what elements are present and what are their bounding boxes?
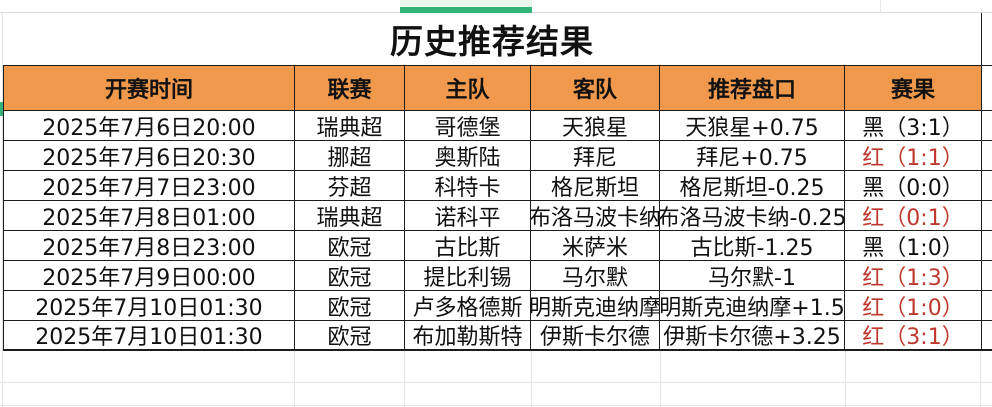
header-cell-result[interactable]: 赛果	[845, 66, 982, 111]
gridline-vertical	[845, 351, 846, 407]
cell-handicap[interactable]: 明斯克迪纳摩+1.5	[660, 291, 845, 321]
header-cell-empty	[982, 66, 992, 111]
empty-sheet-area	[0, 351, 992, 407]
header-cell-home[interactable]: 主队	[405, 66, 531, 111]
table-row: 2025年7月6日20:30 挪超 奥斯陆 拜尼 拜尼+0.75 红（1:1）	[3, 141, 992, 171]
cell-result[interactable]: 红（1:1）	[845, 141, 982, 171]
cell-league[interactable]: 挪超	[295, 141, 405, 171]
selected-cell-highlight	[400, 0, 532, 13]
header-cell-handicap[interactable]: 推荐盘口	[660, 66, 845, 111]
cell-handicap[interactable]: 伊斯卡尔德+3.25	[660, 321, 845, 351]
cell-result[interactable]: 黑（3:1）	[845, 111, 982, 141]
gridline-vertical	[660, 351, 661, 407]
cell-empty	[982, 291, 992, 321]
cell-away[interactable]: 伊斯卡尔德	[531, 321, 660, 351]
gridline-vertical	[2, 351, 3, 407]
cell-empty	[982, 261, 992, 291]
cell-empty	[982, 201, 992, 231]
cell-handicap[interactable]: 天狼星+0.75	[660, 111, 845, 141]
cell-time[interactable]: 2025年7月8日01:00	[3, 201, 295, 231]
cell-handicap[interactable]: 拜尼+0.75	[660, 141, 845, 171]
cell-league[interactable]: 瑞典超	[295, 201, 405, 231]
cell-handicap[interactable]: 格尼斯坦-0.25	[660, 171, 845, 201]
cell-empty	[982, 231, 992, 261]
cell-empty	[982, 111, 992, 141]
top-row-strip	[0, 0, 992, 13]
gridline-vertical	[531, 351, 532, 407]
cell-away[interactable]: 天狼星	[531, 111, 660, 141]
cell-home[interactable]: 提比利锡	[405, 261, 531, 291]
cell-result[interactable]: 黑（1:0）	[845, 231, 982, 261]
cell-away[interactable]: 格尼斯坦	[531, 171, 660, 201]
cell-empty	[982, 141, 992, 171]
cell-result[interactable]: 红（0:1）	[845, 201, 982, 231]
cell-league[interactable]: 芬超	[295, 171, 405, 201]
gridline-left-edge	[2, 0, 3, 407]
cell-home[interactable]: 卢多格德斯	[405, 291, 531, 321]
table-row: 2025年7月8日23:00 欧冠 古比斯 米萨米 古比斯-1.25 黑（1:0…	[3, 231, 992, 261]
cell-away[interactable]: 布洛马波卡纳	[531, 201, 660, 231]
cell-empty	[982, 171, 992, 201]
header-cell-league[interactable]: 联赛	[295, 66, 405, 111]
gridline-vertical	[980, 351, 981, 407]
table-row: 2025年7月9日00:00 欧冠 提比利锡 马尔默 马尔默-1 红（1:3）	[3, 261, 992, 291]
table-header-row: 开赛时间 联赛 主队 客队 推荐盘口 赛果	[3, 65, 992, 111]
title-cell[interactable]: 历史推荐结果	[3, 13, 982, 65]
cell-time[interactable]: 2025年7月6日20:00	[3, 111, 295, 141]
cell-empty	[982, 321, 992, 351]
cell-result[interactable]: 黑（0:0）	[845, 171, 982, 201]
cell-league[interactable]: 瑞典超	[295, 111, 405, 141]
header-cell-away[interactable]: 客队	[531, 66, 660, 111]
cell-handicap[interactable]: 布洛马波卡纳-0.25	[660, 201, 845, 231]
cell-home[interactable]: 科特卡	[405, 171, 531, 201]
cell-result[interactable]: 红（1:0）	[845, 291, 982, 321]
gridline-horizontal	[0, 405, 992, 406]
table-row: 2025年7月7日23:00 芬超 科特卡 格尼斯坦 格尼斯坦-0.25 黑（0…	[3, 171, 992, 201]
cell-league[interactable]: 欧冠	[295, 291, 405, 321]
cell-away[interactable]: 拜尼	[531, 141, 660, 171]
selection-underline	[400, 7, 532, 13]
cell-handicap[interactable]: 马尔默-1	[660, 261, 845, 291]
cell-home[interactable]: 布加勒斯特	[405, 321, 531, 351]
table-row: 2025年7月8日01:00 瑞典超 诺科平 布洛马波卡纳 布洛马波卡纳-0.2…	[3, 201, 992, 231]
cell-result[interactable]: 红（1:3）	[845, 261, 982, 291]
cell-away[interactable]: 马尔默	[531, 261, 660, 291]
cell-time[interactable]: 2025年7月9日00:00	[3, 261, 295, 291]
page-title: 历史推荐结果	[390, 22, 594, 61]
cell-league[interactable]: 欧冠	[295, 261, 405, 291]
table-body: 2025年7月6日20:00 瑞典超 哥德堡 天狼星 天狼星+0.75 黑（3:…	[3, 111, 992, 351]
cell-time[interactable]: 2025年7月10日01:30	[3, 321, 295, 351]
cell-away[interactable]: 米萨米	[531, 231, 660, 261]
cell-time[interactable]: 2025年7月6日20:30	[3, 141, 295, 171]
cell-league[interactable]: 欧冠	[295, 321, 405, 351]
table-row: 2025年7月10日01:30 欧冠 卢多格德斯 明斯克迪纳摩 明斯克迪纳摩+1…	[3, 291, 992, 321]
cell-result[interactable]: 红（3:1）	[845, 321, 982, 351]
row-selection-marker	[0, 102, 3, 116]
cell-home[interactable]: 奥斯陆	[405, 141, 531, 171]
cell-time[interactable]: 2025年7月8日23:00	[3, 231, 295, 261]
table-row: 2025年7月6日20:00 瑞典超 哥德堡 天狼星 天狼星+0.75 黑（3:…	[3, 111, 992, 141]
table-row: 2025年7月10日01:30 欧冠 布加勒斯特 伊斯卡尔德 伊斯卡尔德+3.2…	[3, 321, 992, 351]
gridline-horizontal	[0, 382, 992, 383]
cell-time[interactable]: 2025年7月7日23:00	[3, 171, 295, 201]
header-cell-time[interactable]: 开赛时间	[3, 66, 295, 111]
gridline-vertical	[880, 0, 881, 13]
results-table: 开赛时间 联赛 主队 客队 推荐盘口 赛果 2025年7月6日20:00 瑞典超…	[3, 65, 992, 351]
gridline-vertical	[404, 351, 405, 407]
cell-home[interactable]: 哥德堡	[405, 111, 531, 141]
cell-home[interactable]: 诺科平	[405, 201, 531, 231]
gridline-vertical	[294, 351, 295, 407]
cell-away[interactable]: 明斯克迪纳摩	[531, 291, 660, 321]
cell-league[interactable]: 欧冠	[295, 231, 405, 261]
cell-handicap[interactable]: 古比斯-1.25	[660, 231, 845, 261]
cell-time[interactable]: 2025年7月10日01:30	[3, 291, 295, 321]
cell-home[interactable]: 古比斯	[405, 231, 531, 261]
